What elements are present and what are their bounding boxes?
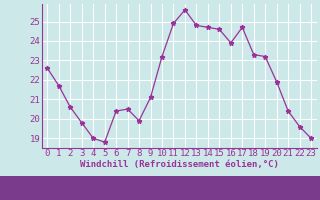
X-axis label: Windchill (Refroidissement éolien,°C): Windchill (Refroidissement éolien,°C)	[80, 160, 279, 169]
